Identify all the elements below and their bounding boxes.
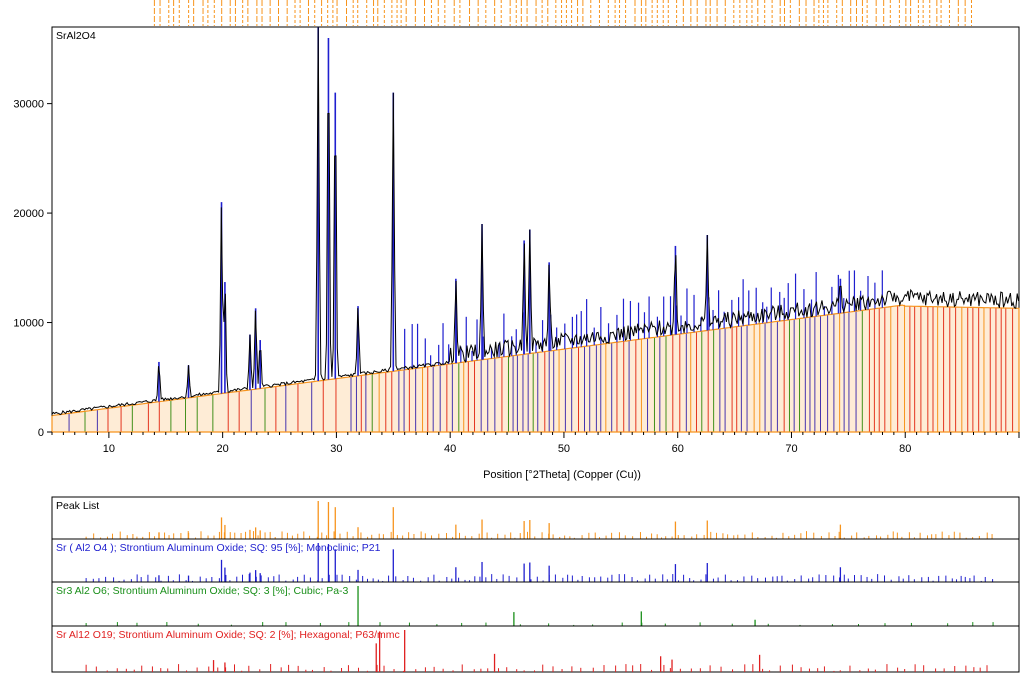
panel-3: Sr Al12 O19; Strontium Aluminum Oxide; S… bbox=[51, 625, 1020, 673]
x-tick-label: 40 bbox=[444, 443, 456, 455]
panel-label: Peak List bbox=[56, 500, 99, 512]
panel-1: Sr ( Al2 O4 ); Strontium Aluminum Oxide;… bbox=[51, 538, 1020, 583]
fitted-profile bbox=[51, 304, 1020, 433]
x-tick-label: 60 bbox=[672, 443, 684, 455]
panel-frame bbox=[51, 496, 1020, 540]
x-axis: 10 20 30 40 50 60 70 80 bbox=[51, 432, 1020, 455]
observed-pattern bbox=[51, 26, 1019, 416]
x-tick-label: 30 bbox=[330, 443, 342, 455]
panel-label: Sr ( Al2 O4 ); Strontium Aluminum Oxide;… bbox=[56, 542, 381, 554]
reference-panels: Peak List Sr ( Al2 O4 ); Strontium Alumin… bbox=[51, 496, 1020, 673]
background-curve bbox=[51, 304, 1020, 433]
x-tick-label: 50 bbox=[558, 443, 570, 455]
chart-title: SrAl2O4 bbox=[56, 30, 96, 42]
panel-frame bbox=[51, 581, 1020, 627]
x-axis-label: Position [°2Theta] (Copper (Cu)) bbox=[483, 469, 641, 481]
panel-0: Peak List bbox=[51, 496, 1020, 540]
y-tick-label: 10000 bbox=[13, 318, 44, 330]
x-tick-label: 80 bbox=[899, 443, 911, 455]
reference-lines bbox=[68, 304, 1014, 432]
panel-frame bbox=[51, 538, 1020, 583]
observed-profile bbox=[51, 26, 1019, 416]
main-plot-frame bbox=[51, 26, 1020, 433]
x-tick-label: 70 bbox=[785, 443, 797, 455]
panel-2: Sr3 Al2 O6; Strontium Aluminum Oxide; SQ… bbox=[51, 581, 1020, 627]
y-tick-label: 30000 bbox=[13, 99, 44, 111]
panel-label: Sr Al12 O19; Strontium Aluminum Oxide; S… bbox=[56, 629, 400, 641]
x-tick-label: 20 bbox=[217, 443, 229, 455]
panel-label: Sr3 Al2 O6; Strontium Aluminum Oxide; SQ… bbox=[56, 585, 349, 597]
peak-marker-strip bbox=[153, 0, 972, 26]
y-tick-label: 20000 bbox=[13, 208, 44, 220]
y-axis: 0 10000 20000 30000 bbox=[13, 99, 52, 439]
x-tick-label: 10 bbox=[103, 443, 115, 455]
y-tick-label: 0 bbox=[38, 427, 44, 439]
